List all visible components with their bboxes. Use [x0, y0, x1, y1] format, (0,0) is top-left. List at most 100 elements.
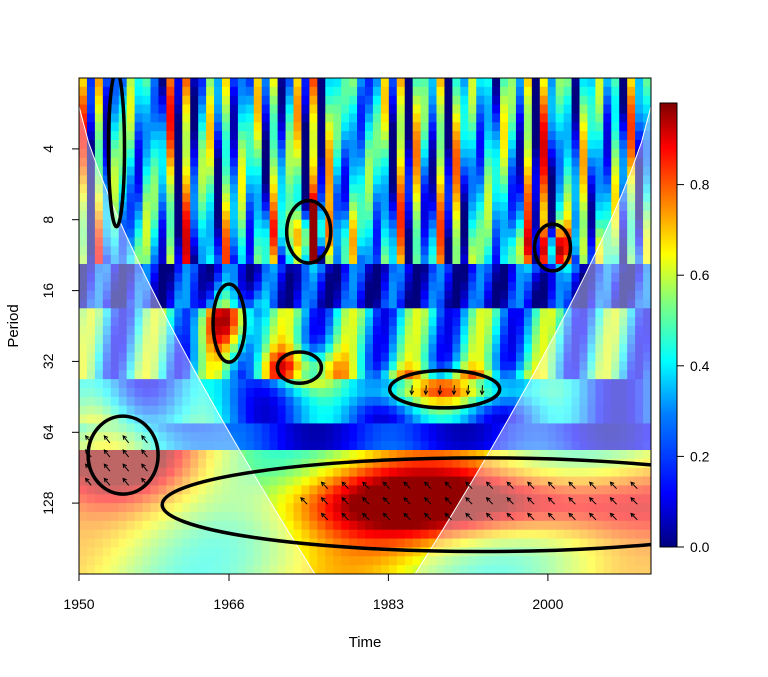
heatmap-cell — [285, 308, 295, 318]
heatmap-cell — [309, 255, 318, 265]
heatmap-cell — [261, 450, 271, 460]
heatmap-cell — [508, 95, 517, 106]
heatmap-cell — [341, 281, 350, 292]
heatmap-cell — [436, 290, 446, 301]
cone-of-influence — [79, 78, 651, 574]
heatmap-cell — [245, 503, 255, 513]
heatmap-cell — [611, 538, 620, 549]
heatmap-cell — [627, 272, 636, 283]
heatmap-cell — [214, 520, 223, 531]
heatmap-cell — [444, 423, 453, 433]
heatmap-cell — [515, 131, 525, 141]
heatmap-cell — [285, 370, 295, 380]
heatmap-cell — [444, 485, 453, 495]
heatmap-cell — [635, 210, 644, 221]
heatmap-cell — [428, 326, 438, 336]
heatmap-cell — [317, 432, 326, 442]
heatmap-cell — [603, 432, 612, 442]
heatmap-cell — [380, 556, 390, 566]
heatmap-cell — [349, 326, 358, 336]
heatmap-cell — [476, 202, 485, 212]
heatmap-cell — [365, 441, 374, 451]
heatmap-cell — [182, 432, 191, 442]
heatmap-cell — [261, 148, 271, 159]
heatmap-cell — [190, 122, 199, 132]
heatmap-cell — [476, 166, 485, 177]
heatmap-cell — [134, 78, 144, 88]
heatmap-cell — [531, 202, 541, 212]
heatmap-cell — [611, 494, 620, 504]
heatmap-cell — [333, 86, 342, 97]
heatmap-cell — [484, 565, 493, 574]
heatmap-cell — [190, 414, 199, 425]
heatmap-cell — [166, 184, 175, 194]
heatmap-cell — [436, 485, 446, 495]
heatmap-cell — [182, 529, 191, 540]
heatmap-cell — [412, 175, 422, 185]
heatmap-cell — [388, 122, 398, 132]
heatmap-cell — [198, 140, 207, 150]
heatmap-cell — [611, 148, 620, 159]
heatmap-cell — [293, 148, 303, 159]
heatmap-cell — [579, 157, 589, 168]
heatmap-cell — [436, 326, 446, 336]
heatmap-cell — [214, 157, 223, 168]
heatmap-cell — [309, 414, 318, 425]
heatmap-cell — [237, 202, 247, 212]
heatmap-cell — [388, 281, 398, 292]
heatmap-cell — [388, 166, 398, 177]
heatmap-cell — [595, 388, 604, 398]
heatmap-cell — [500, 405, 509, 416]
heatmap-cell — [229, 131, 239, 141]
heatmap-cell — [388, 361, 398, 371]
heatmap-cell — [174, 264, 183, 274]
heatmap-cell — [611, 255, 620, 265]
heatmap-cell — [261, 503, 271, 513]
heatmap-cell — [420, 86, 430, 97]
heatmap-cell — [237, 228, 247, 239]
heatmap-cell — [643, 148, 651, 159]
heatmap-cell — [253, 414, 263, 425]
heatmap-cell — [635, 86, 644, 97]
heatmap-cell — [643, 467, 651, 478]
significance-contour — [275, 350, 324, 385]
heatmap-cell — [142, 467, 152, 478]
heatmap-cell — [476, 556, 485, 566]
heatmap-cell — [174, 193, 183, 203]
heatmap-cell — [86, 370, 96, 380]
heatmap-cell — [261, 370, 271, 380]
heatmap-cell — [86, 334, 96, 345]
heatmap-cell — [468, 228, 477, 239]
heatmap-cell — [460, 334, 469, 345]
heatmap-cell — [110, 520, 120, 531]
heatmap-cell — [571, 157, 581, 168]
heatmap-cell — [190, 175, 199, 185]
heatmap-cell — [396, 184, 406, 194]
heatmap-cell — [404, 308, 414, 318]
heatmap-cell — [515, 432, 525, 442]
heatmap-cell — [229, 441, 239, 451]
heatmap-cell — [79, 317, 88, 327]
heatmap-cell — [547, 113, 557, 123]
heatmap-cell — [182, 485, 191, 495]
heatmap-cell — [365, 476, 374, 487]
heatmap-cell — [396, 503, 406, 513]
heatmap-cell — [508, 432, 517, 442]
heatmap-cell — [79, 512, 88, 522]
heatmap-cell — [388, 441, 398, 451]
heatmap-cell — [134, 379, 144, 389]
heatmap-cell — [372, 317, 382, 327]
heatmap-cell — [182, 520, 191, 531]
heatmap-cell — [142, 450, 152, 460]
heatmap-cell — [150, 512, 160, 522]
heatmap-cell — [468, 122, 477, 132]
heatmap-cell — [508, 538, 517, 549]
heatmap-cell — [372, 131, 382, 141]
heatmap-cell — [635, 343, 644, 354]
heatmap-cell — [412, 432, 422, 442]
heatmap-cell — [380, 272, 390, 283]
heatmap-cell — [611, 299, 620, 309]
heatmap-cell — [269, 122, 279, 132]
heatmap-cell — [396, 414, 406, 425]
heatmap-cell — [222, 237, 231, 247]
